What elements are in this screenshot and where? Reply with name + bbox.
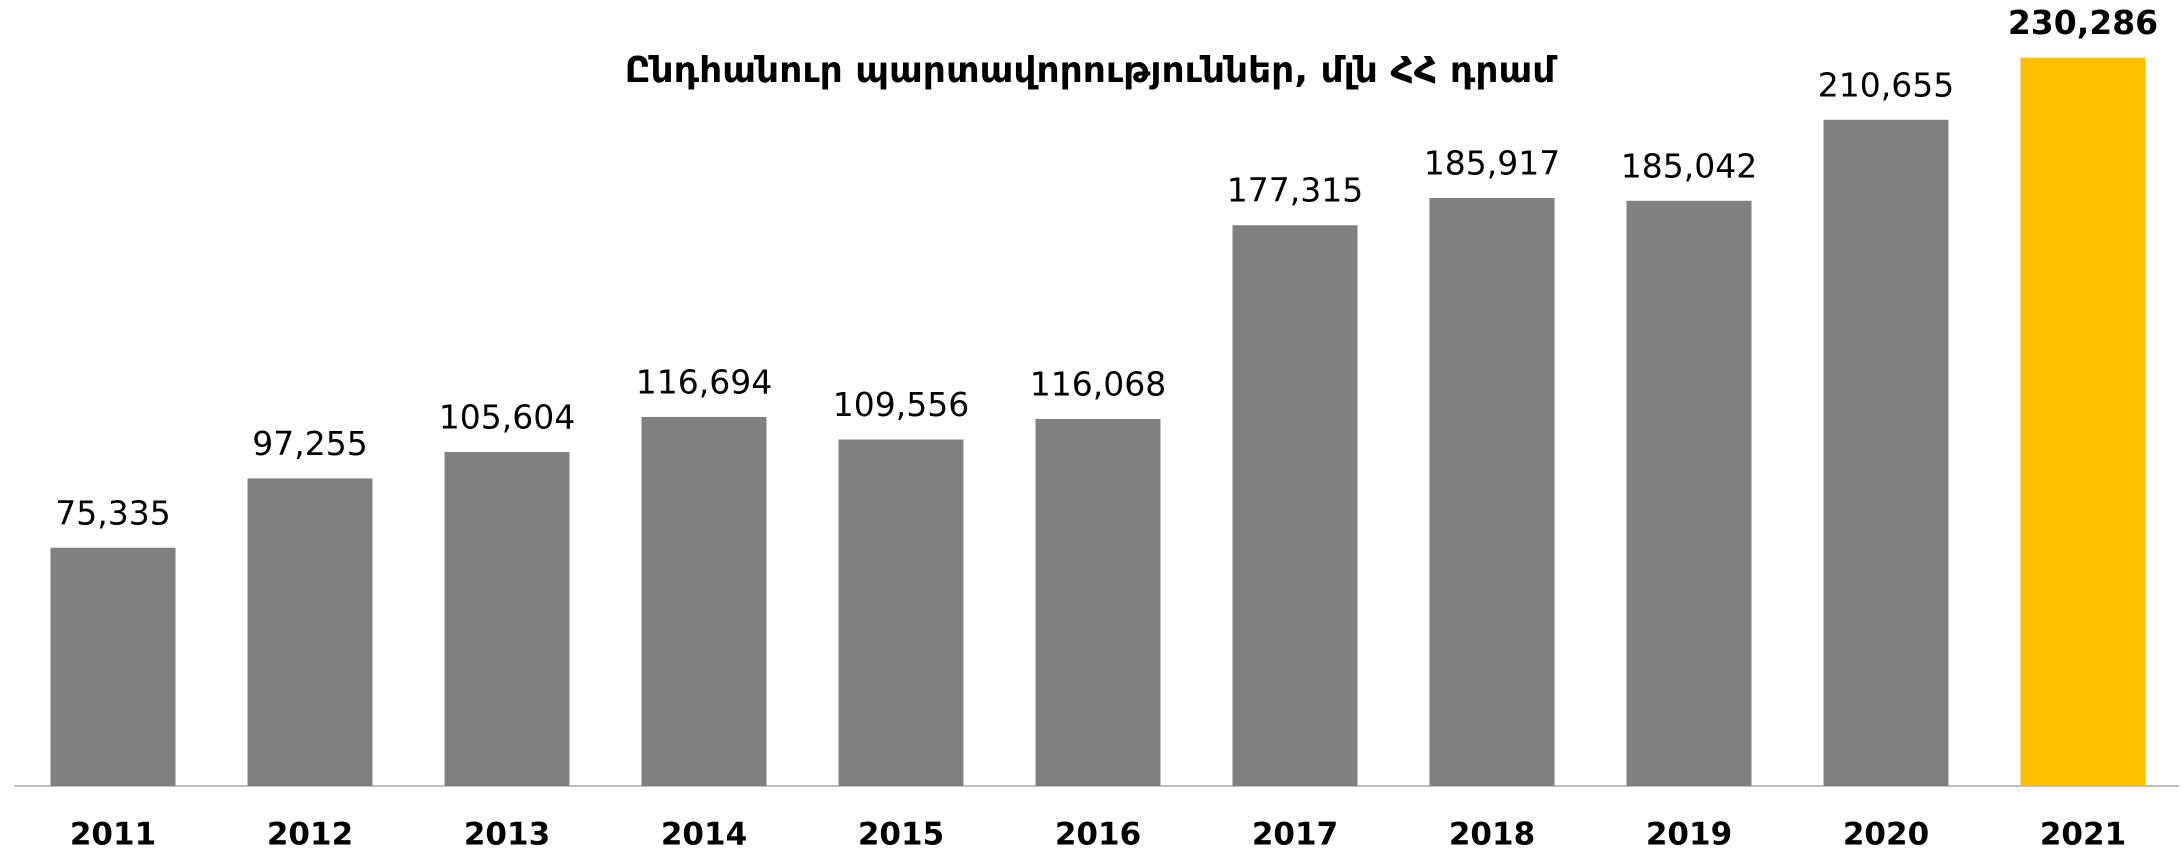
bar [1035,418,1161,786]
x-tick-label: 2021 [2040,817,2126,853]
bar [2020,57,2146,787]
x-tick-label: 2014 [661,817,747,853]
bar [247,478,373,786]
bar [50,547,176,786]
value-label: 210,655 [1818,65,1954,104]
bar [1626,200,1752,786]
bar [641,416,767,786]
value-label: 185,042 [1621,146,1757,185]
x-tick-label: 2019 [1646,817,1732,853]
x-tick-label: 2018 [1449,817,1535,853]
x-tick-label: 2016 [1055,817,1141,853]
value-label: 109,556 [833,385,969,424]
x-tick-label: 2012 [267,817,353,853]
value-label: 177,315 [1227,171,1363,210]
value-label: 105,604 [439,398,575,437]
value-label: 75,335 [55,493,170,532]
chart-title: Ընդհանուր պարտավորություններ, մլն ՀՀ դրա… [625,50,1559,91]
value-label: 116,068 [1030,364,1166,403]
bar [1823,119,1949,786]
x-tick-label: 2015 [858,817,944,853]
bar [444,452,570,786]
x-tick-label: 2011 [70,817,156,853]
bar [1429,198,1555,787]
x-tick-label: 2017 [1252,817,1338,853]
value-label: 185,917 [1424,144,1560,183]
x-tick-label: 2013 [464,817,550,853]
x-tick-label: 2020 [1843,817,1929,853]
bar [838,439,964,786]
value-label: 116,694 [636,362,772,401]
bar [1232,225,1358,786]
value-label: 97,255 [252,424,367,463]
value-label: 230,286 [2008,3,2158,42]
